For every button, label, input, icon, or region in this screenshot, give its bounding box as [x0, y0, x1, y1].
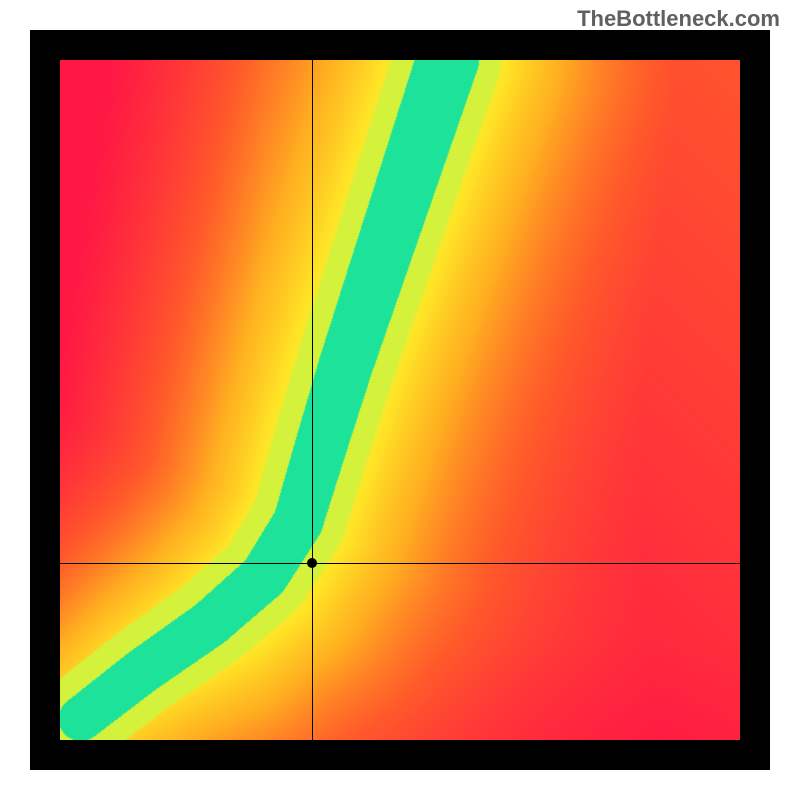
chart-container: TheBottleneck.com	[0, 0, 800, 800]
crosshair-point	[307, 558, 317, 568]
plot-frame	[30, 30, 770, 770]
crosshair-horizontal	[60, 563, 740, 564]
heatmap-canvas	[60, 60, 740, 740]
crosshair-vertical	[312, 60, 313, 740]
watermark-text: TheBottleneck.com	[577, 6, 780, 32]
